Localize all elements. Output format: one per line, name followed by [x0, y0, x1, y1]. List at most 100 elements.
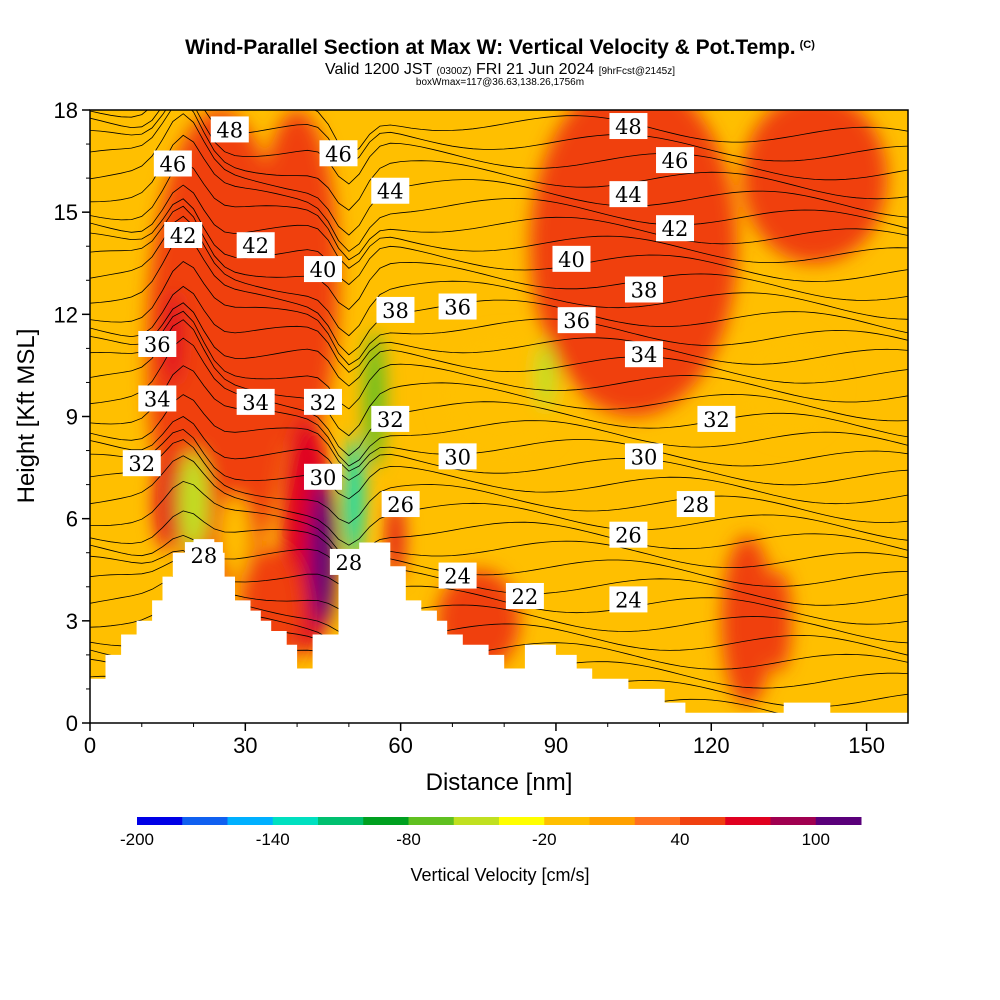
isotherm-label: 42 — [656, 215, 695, 242]
isotherm-line — [90, 365, 908, 467]
x-tick-label: 120 — [693, 733, 730, 758]
isotherm-line — [90, 394, 908, 472]
y-tick-label: 12 — [54, 302, 78, 327]
isotherm-line — [90, 110, 908, 185]
isotherm-line — [90, 337, 908, 457]
colorbar-tick-label: 40 — [671, 830, 690, 849]
isotherm-label-text: 44 — [615, 183, 642, 207]
isotherm-label: 46 — [656, 147, 695, 174]
isotherm-line — [90, 428, 908, 505]
isotherm-label-text: 46 — [159, 152, 186, 176]
isotherm-line — [90, 319, 908, 437]
isotherm-label: 44 — [609, 181, 648, 208]
isotherm-label: 30 — [438, 443, 477, 470]
colorbar-tick-label: -140 — [256, 830, 290, 849]
isotherm-label: 26 — [381, 491, 420, 518]
isotherm-label: 40 — [303, 256, 342, 283]
colorbar-swatch — [363, 817, 409, 825]
colorbar-swatch — [227, 817, 274, 825]
isotherm-line — [90, 134, 908, 252]
isotherm-label: 36 — [138, 330, 177, 357]
isotherm-line — [90, 261, 908, 366]
isotherm-line — [90, 480, 908, 559]
colorbar-swatch — [815, 817, 862, 825]
velocity-cell — [535, 341, 556, 410]
y-axis-label: Height [Kft MSL] — [13, 329, 40, 504]
isotherm-label: 32 — [697, 405, 736, 432]
isotherm-label: 24 — [609, 586, 648, 613]
isotherm-label-text: 36 — [563, 309, 590, 333]
chart-title-text: Wind-Parallel Section at Max W: Vertical… — [185, 36, 796, 59]
velocity-cell — [178, 450, 210, 553]
chart-title: Wind-Parallel Section at Max W: Vertical… — [0, 36, 1000, 60]
isotherm-line — [90, 285, 908, 373]
colorbar-label: Vertical Velocity [cm/s] — [410, 865, 589, 885]
velocity-cell — [742, 334, 836, 437]
isotherm-label: 38 — [376, 296, 415, 323]
isotherm-label: 30 — [303, 463, 342, 490]
isotherm-line — [90, 510, 908, 569]
isotherm-label-text: 22 — [512, 585, 539, 609]
isotherm-label-text: 28 — [191, 544, 218, 568]
isotherm-label-text: 30 — [310, 466, 337, 490]
isotherm-label: 34 — [624, 341, 663, 368]
velocity-cell — [364, 331, 386, 468]
isotherm-line — [90, 110, 908, 211]
valid-prefix: Valid 1200 JST — [325, 61, 433, 78]
isotherm-line — [90, 302, 908, 387]
x-tick-label: 30 — [233, 733, 257, 758]
isotherm-line — [90, 198, 908, 286]
colorbar-swatch — [499, 817, 545, 825]
velocity-cell — [721, 535, 774, 706]
isotherm-label-text: 40 — [310, 258, 337, 282]
isotherm-line — [90, 184, 908, 269]
x-tick-label: 150 — [848, 733, 885, 758]
isotherm-label-text: 34 — [144, 387, 171, 411]
y-tick-label: 0 — [66, 711, 78, 736]
velocity-cell — [442, 334, 567, 458]
isotherm-label-text: 38 — [382, 299, 409, 323]
valid-time-line: Valid 1200 JST (0300Z) FRI 21 Jun 2024 [… — [0, 61, 1000, 79]
isotherm-line — [90, 416, 908, 486]
isotherm-line — [90, 310, 908, 410]
isotherm-label-text: 42 — [662, 217, 689, 241]
valid-forecast: [9hrFcst@2145z] — [598, 66, 675, 77]
isotherm-label: 34 — [236, 388, 275, 415]
velocity-cell — [742, 110, 888, 264]
colorbar-tick-label: -200 — [120, 830, 154, 849]
isotherm-label-text: 26 — [615, 524, 642, 548]
isotherm-label-text: 44 — [377, 180, 404, 204]
isotherm-label: 36 — [557, 307, 596, 334]
valid-date: FRI 21 Jun 2024 — [475, 61, 595, 78]
isotherm-label-text: 32 — [310, 391, 337, 415]
chart-title-suffix: (C) — [799, 39, 815, 51]
isotherm-label-text: 30 — [631, 445, 658, 469]
colorbar-swatch — [182, 817, 228, 825]
isotherm-label-text: 48 — [216, 118, 243, 142]
isotherm-label: 34 — [138, 385, 177, 412]
isotherm-label: 28 — [676, 491, 715, 518]
isotherm-label: 28 — [184, 542, 223, 569]
isotherm-line — [90, 215, 908, 337]
isotherm-label-text: 34 — [242, 391, 269, 415]
isotherm-label-text: 28 — [682, 493, 709, 517]
isotherm-label-text: 32 — [128, 452, 155, 476]
isotherm-label: 44 — [371, 177, 410, 204]
isotherm-label-text: 46 — [662, 149, 689, 173]
isotherm-label-text: 24 — [444, 565, 471, 589]
y-tick-label: 15 — [54, 200, 78, 225]
colorbar-swatch — [137, 817, 183, 825]
isotherm-label-text: 38 — [631, 278, 658, 302]
x-tick-label: 90 — [544, 733, 568, 758]
velocity-cell — [310, 477, 336, 628]
isotherm-label-text: 46 — [325, 142, 352, 166]
colorbar-swatch — [634, 817, 681, 825]
isotherm-label: 46 — [153, 150, 192, 177]
isotherm-label: 22 — [505, 582, 544, 609]
isotherm-line — [90, 534, 908, 587]
isotherm-label-text: 40 — [558, 248, 585, 272]
isotherm-line — [90, 110, 908, 156]
colorbar-tick-label: -20 — [532, 830, 557, 849]
isotherm-label: 40 — [552, 245, 591, 272]
